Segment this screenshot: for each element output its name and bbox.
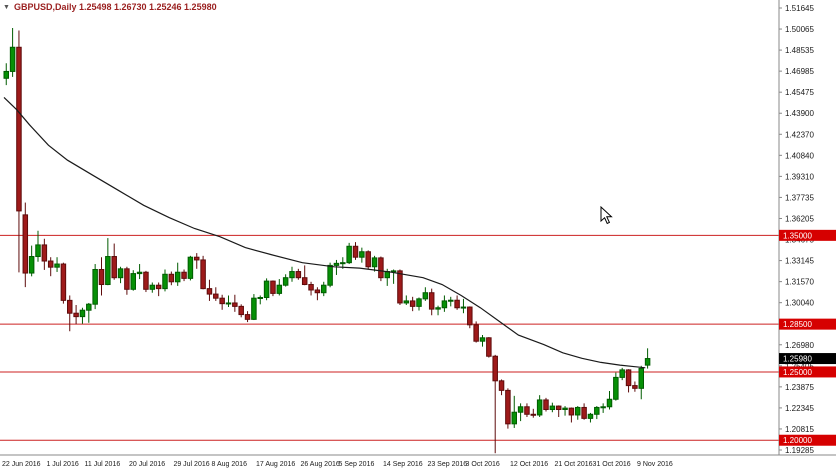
y-axis-label: 1.19285 <box>785 446 814 455</box>
x-axis-label: 11 Jul 2016 <box>85 461 121 468</box>
symbol-info: ▼ GBPUSD,Daily 1.25498 1.26730 1.25246 1… <box>3 2 217 12</box>
x-axis-label: 17 Aug 2016 <box>256 461 295 468</box>
level-price-tag <box>779 366 836 378</box>
y-axis-label: 1.50065 <box>785 25 814 34</box>
y-axis-label: 1.48535 <box>785 46 814 55</box>
level-price-tag-label: 1.28500 <box>783 320 812 329</box>
y-axis-label: 1.37735 <box>785 193 814 202</box>
x-axis-label: 23 Sep 2016 <box>427 461 467 468</box>
current-price-tag <box>779 353 836 365</box>
x-axis-label: 21 Oct 2016 <box>554 461 592 468</box>
level-price-tag-label: 1.20000 <box>783 436 812 445</box>
symbol-ohlc-label: GBPUSD,Daily 1.25498 1.26730 1.25246 1.2… <box>13 2 217 12</box>
y-axis-label: 1.51645 <box>785 4 814 13</box>
y-axis-label: 1.36205 <box>785 214 814 223</box>
level-price-tag <box>779 434 836 446</box>
x-axis-label: 20 Jul 2016 <box>129 461 165 468</box>
x-axis-label: 9 Nov 2016 <box>637 461 673 468</box>
x-axis-label: 29 Jul 2016 <box>173 461 209 468</box>
y-axis-label: 1.40840 <box>785 151 814 160</box>
level-price-tag <box>779 318 836 330</box>
current-price-tag-label: 1.25980 <box>783 355 812 364</box>
y-axis-label: 1.26980 <box>785 341 814 350</box>
level-price-tag <box>779 229 836 241</box>
x-axis-label: 22 Jun 2016 <box>2 461 41 468</box>
y-axis-label: 1.39310 <box>785 172 814 181</box>
y-axis-label: 1.22345 <box>785 404 814 413</box>
x-axis-label: 5 Sep 2016 <box>339 461 375 468</box>
x-axis-label: 8 Aug 2016 <box>212 461 248 468</box>
y-axis-label: 1.20815 <box>785 425 814 434</box>
x-axis-label: 1 Jul 2016 <box>46 461 78 468</box>
y-axis-label: 1.30040 <box>785 299 814 308</box>
y-axis-label: 1.25405 <box>785 362 814 371</box>
y-axis-label: 1.42370 <box>785 130 814 139</box>
y-axis-label: 1.33145 <box>785 257 814 266</box>
level-price-tag-label: 1.35000 <box>783 231 812 240</box>
y-axis-label: 1.31570 <box>785 278 814 287</box>
x-axis-label: 14 Sep 2016 <box>383 461 423 468</box>
y-axis-label: 1.45475 <box>785 88 814 97</box>
x-axis-label: 31 Oct 2016 <box>593 461 631 468</box>
y-axis-label: 1.43900 <box>785 109 814 118</box>
x-axis-label: 3 Oct 2016 <box>466 461 500 468</box>
y-axis-label: 1.23875 <box>785 383 814 392</box>
x-axis-label: 12 Oct 2016 <box>510 461 548 468</box>
y-axis-label: 1.46985 <box>785 67 814 76</box>
x-axis-label: 26 Aug 2016 <box>300 461 339 468</box>
symbol-marker-icon: ▼ <box>3 3 10 11</box>
level-price-tag-label: 1.25000 <box>783 368 812 377</box>
